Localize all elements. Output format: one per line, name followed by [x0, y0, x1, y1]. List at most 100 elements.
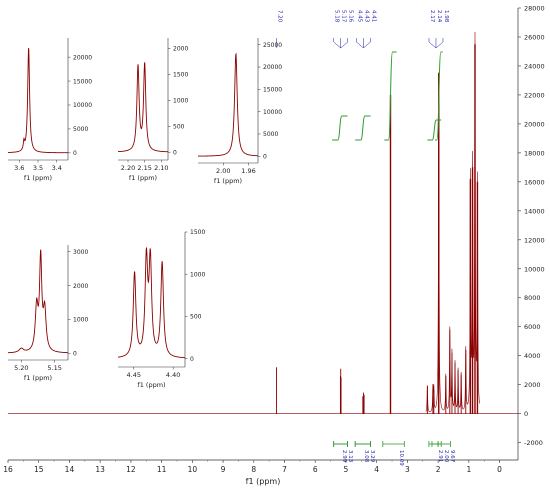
integral-curve	[332, 115, 348, 141]
peak-pick-leader	[428, 41, 437, 49]
x-tick-label: 7	[282, 465, 287, 474]
x-tick-label: 12	[126, 465, 136, 474]
peak-pick-label: 5.17	[341, 10, 347, 23]
peak-pick-label: 5.18	[334, 10, 340, 23]
inset-y-tick-label: 0	[190, 356, 194, 363]
inset-x-tick-label: 5.20	[14, 364, 28, 372]
x-tick-label: 9	[221, 465, 226, 474]
y-tick-label: 22000	[524, 91, 545, 99]
y-tick-label: 18000	[524, 149, 545, 157]
x-tick-label: 16	[3, 465, 13, 474]
y-tick-label: 2000	[524, 381, 541, 389]
y-tick-label: 24000	[524, 62, 545, 70]
peak-pick-label: 2.17	[429, 10, 435, 23]
integral-value: 2.99	[341, 450, 347, 463]
x-tick-label: 13	[95, 465, 105, 474]
y-tick-label: 4000	[524, 352, 541, 360]
x-tick-label: 10	[188, 465, 198, 474]
y-tick-label: 28000	[524, 5, 545, 13]
peak-pick-leader	[356, 41, 364, 49]
inset-x-axis-label: f1 (ppm)	[24, 174, 52, 182]
peak-pick-leader	[333, 41, 341, 49]
y-tick-label: 8000	[524, 294, 541, 302]
inset-spectrum-trace	[7, 249, 69, 354]
inset-y-tick-label: 10000	[263, 109, 282, 116]
x-tick-label: 8	[251, 465, 256, 474]
x-tick-label: 5	[344, 465, 349, 474]
integral-value: 2.91	[437, 450, 443, 462]
integral-value: 10.09	[398, 450, 404, 466]
peak-pick-label: 5.16	[348, 10, 354, 23]
integral-curve	[355, 115, 371, 141]
integral-curve	[384, 51, 397, 141]
peak-pick-label: 4.43	[363, 10, 369, 23]
y-tick-label: 16000	[524, 178, 545, 186]
peak-pick-label: 1.98	[443, 10, 449, 23]
inset-y-tick-label: 500	[173, 123, 185, 130]
y-tick-label: 14000	[524, 207, 545, 215]
inset-y-tick-label: 0	[73, 150, 77, 157]
x-tick-label: 6	[313, 465, 318, 474]
inset-x-tick-label: 4.40	[166, 371, 180, 379]
inset-x-tick-label: 2.00	[216, 167, 230, 175]
inset-y-tick-label: 1000	[190, 271, 205, 278]
peak-pick-leader	[340, 41, 348, 49]
inset-y-tick-label: 5000	[263, 131, 278, 138]
inset-y-tick-label: 0	[173, 149, 177, 156]
inset-x-axis-label: f1 (ppm)	[24, 374, 52, 382]
inset-x-tick-label: 4.45	[127, 371, 141, 379]
inset-y-tick-label: 15000	[263, 87, 282, 94]
inset-x-axis-label: f1 (ppm)	[129, 174, 157, 182]
integral-curve	[427, 119, 442, 141]
y-tick-label: 12000	[524, 236, 545, 244]
inset-x-tick-label: 2.20	[121, 164, 135, 172]
x-tick-label: 0	[497, 465, 502, 474]
inset-y-tick-label: 5000	[73, 126, 88, 133]
inset-y-tick-label: 500	[190, 314, 202, 321]
y-tick-label: 0	[524, 410, 528, 418]
inset-y-tick-label: 0	[73, 350, 77, 357]
inset-y-tick-label: 25000	[263, 42, 282, 49]
inset-y-tick-label: 2000	[173, 46, 188, 53]
inset-x-tick-label: 3.4	[52, 164, 62, 172]
x-tick-label: 15	[34, 465, 44, 474]
x-tick-label: 1	[466, 465, 471, 474]
peak-pick-leader	[435, 41, 444, 49]
integral-value: 9.67	[449, 450, 455, 463]
x-tick-label: 2	[436, 465, 441, 474]
x-tick-label: 3	[405, 465, 410, 474]
inset-x-axis-label: f1 (ppm)	[214, 177, 242, 185]
x-tick-label: 11	[157, 465, 167, 474]
x-axis-label: f1 (ppm)	[246, 477, 281, 486]
integral-curve	[435, 51, 443, 141]
peak-pick-label: 4.45	[356, 10, 362, 23]
inset-y-tick-label: 10000	[73, 102, 92, 109]
x-tick-label: 4	[374, 465, 379, 474]
inset-y-tick-label: 15000	[73, 78, 92, 85]
inset-x-tick-label: 3.6	[14, 164, 24, 172]
y-tick-label: -2000	[524, 439, 543, 447]
y-tick-label: 6000	[524, 323, 541, 331]
inset-y-tick-label: 1500	[173, 72, 188, 79]
inset-y-tick-label: 1000	[173, 97, 188, 104]
integral-value: 3.29	[369, 450, 375, 463]
inset-y-tick-label: 1500	[190, 229, 205, 236]
inset-spectrum-trace	[117, 62, 168, 153]
inset-spectrum-trace	[117, 247, 186, 359]
inset-spectrum-trace	[197, 52, 259, 157]
inset-y-tick-label: 20000	[263, 64, 282, 71]
peak-pick-label: 2.14	[436, 10, 442, 23]
inset-x-tick-label: 3.5	[33, 164, 43, 172]
y-tick-label: 10000	[524, 265, 545, 273]
inset-y-tick-label: 0	[263, 154, 267, 161]
inset-x-tick-label: 1.96	[241, 167, 255, 175]
integral-value: 3.13	[347, 450, 353, 463]
integral-value: 3.08	[363, 450, 369, 463]
peak-pick-label: 4.41	[370, 10, 376, 22]
peak-pick-label: 7.20	[277, 10, 283, 23]
inset-spectrum-trace	[7, 48, 69, 154]
inset-y-tick-label: 2000	[73, 283, 88, 290]
y-tick-label: 26000	[524, 33, 545, 41]
